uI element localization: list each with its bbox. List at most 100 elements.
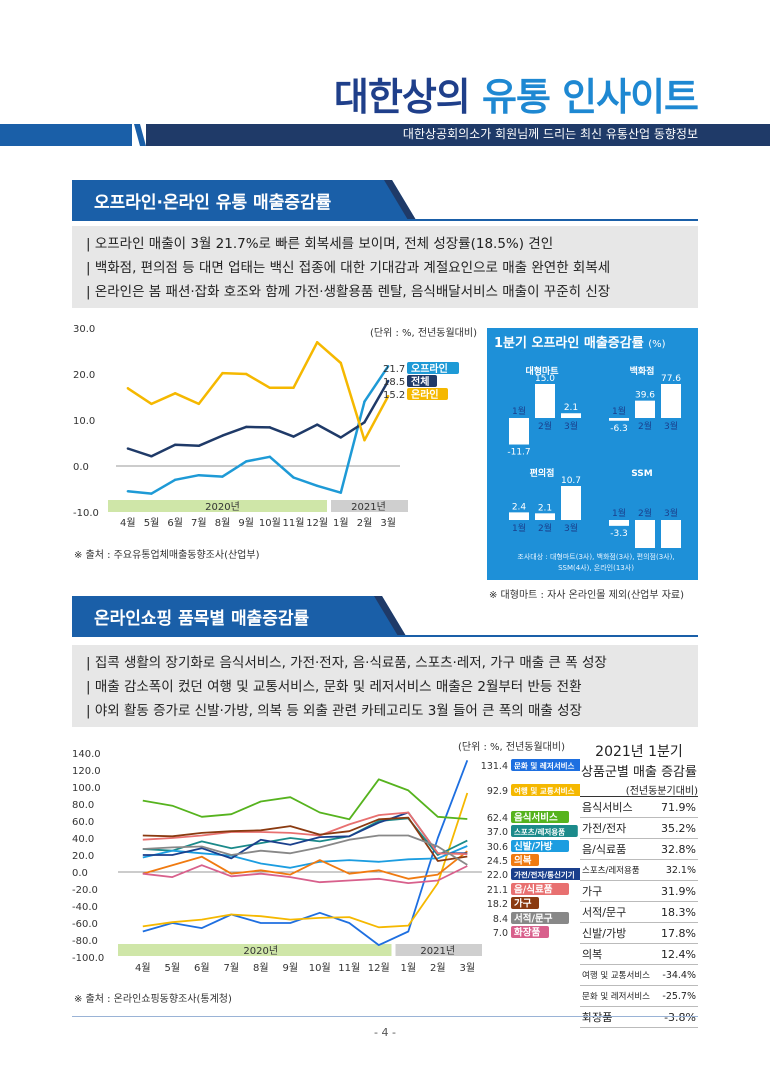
y-tick-label: 100.0 [72,783,101,794]
data-point [268,386,272,389]
legend-badge [511,784,580,796]
legend-badge [511,897,539,909]
legend-badge [511,854,539,866]
bar-month-label: 2월 [638,507,652,519]
y-tick-label: 20.0 [72,851,94,862]
table-row: 가구 31.9% [580,880,698,902]
legend-label: 가구 [514,898,532,910]
x-tick-label: 2월 [357,517,373,529]
legend-badge [511,883,569,895]
legend-badge [407,388,448,400]
legend-badge [407,375,437,387]
data-point [173,478,177,481]
legend-label: 신발/가방 [514,841,553,853]
y-tick-label: 60.0 [72,817,94,828]
bar-SSM [635,520,655,548]
category-name: 서적/문구 [580,901,657,923]
bar-value-label: -3.3 [610,529,628,539]
header-banner [0,124,770,146]
data-point [339,361,343,365]
bar-편의점 [535,513,555,520]
section2-summary: | 집콕 생활의 장기화로 음식서비스, 가전·전자, 음·식료품, 스포츠·레… [72,645,698,727]
category-growth-value: 12.4% [656,943,698,965]
legend-badge [511,825,578,837]
summary-line: | 매출 감소폭이 컸던 여행 및 교통서비스, 문화 및 레저서비스 매출은 … [86,679,582,695]
x-tick-label: 9월 [238,517,254,529]
legend-badge [511,840,569,852]
bar-SSM [661,520,681,548]
category-growth-value: 32.8% [656,838,698,860]
end-value-label: 62.4 [487,813,508,824]
end-value-label: 30.6 [487,842,508,853]
legend-badge [511,912,569,924]
series-line-신발-가방 [142,845,468,869]
bar-대형마트 [561,413,581,418]
legend-badge [511,926,549,938]
summary-line: | 백화점, 편의점 등 대면 업태는 백신 접종에 대한 기대감과 계절요인으… [86,260,611,276]
section2-title: 온라인쇼핑 품목별 매출증감률 [94,609,310,629]
y-tick-label: 0.0 [72,868,88,879]
page-number: - 4 - [374,1026,396,1039]
x-tick-label: 10월 [309,962,331,974]
bar-month-label: 1월 [612,507,626,519]
bar-value-label: 10.7 [561,476,581,486]
end-value-label: 8.4 [493,914,508,925]
year-band-2020 [108,500,327,512]
series-line-오프라인 [127,365,390,495]
x-tick-label: 4월 [120,517,136,529]
bar-month-label: 3월 [664,420,678,432]
x-tick-label: 2월 [430,962,446,974]
bar-value-label: 39.6 [635,391,655,401]
panel-title: 대형마트 [525,365,559,377]
data-point [315,484,319,487]
legend-label: 서적/문구 [514,913,553,925]
legend-label: 오프라인 [411,362,448,375]
y-tick-label: 30.0 [73,324,95,335]
table-row: 의복 12.4% [580,943,698,965]
category-name: 가전/전자 [580,817,657,839]
bar-백화점 [661,384,681,418]
x-tick-label: 5월 [164,962,180,974]
series-line-가구 [142,816,468,862]
table-row: 화장품 -3.8% [580,1006,698,1028]
series-line-여행-및-교통서비스 [142,792,469,929]
category-name: 가구 [580,880,657,902]
summary-line: | 온라인은 봄 패션·잡화 호조와 함께 가전·생활용품 렌탈, 음식배달서비… [86,284,611,300]
data-point [386,364,390,368]
y-tick-label: -10.0 [73,508,99,519]
section2-tab [72,596,406,636]
y-tick-label: -40.0 [72,902,98,913]
data-point [363,421,366,424]
x-tick-label: 4월 [135,962,151,974]
inset-survey-note: 조사대상 : 대형마트(3사), 백화점(3사), 편의점(3사), SSM(4… [517,553,675,572]
bar-편의점 [509,512,529,520]
table-row: 스포츠/레저용품 32.1% [580,859,698,881]
legend-badge [511,868,580,880]
x-tick-label: 6월 [194,962,210,974]
y-tick-label: 0.0 [73,462,89,473]
table-row: 서적/문구 18.3% [580,901,698,923]
table-row: 가전/전자 35.2% [580,817,698,839]
x-tick-label: 8월 [253,962,269,974]
end-value-label: 21.1 [487,885,508,896]
x-tick-label: 12월 [368,962,390,974]
y-tick-label: 140.0 [72,749,101,760]
legend-label: 음/식료품 [514,884,553,896]
x-tick-label: 10월 [259,517,281,529]
bar-month-label: 2월 [538,420,552,432]
data-point [221,371,224,375]
x-tick-label: 3월 [380,517,396,529]
inset-footnote: ※ 대형마트 : 자사 온라인몰 제외(산업부 자료) [489,590,685,601]
x-tick-label: 6월 [167,517,183,529]
bar-value-label: 2.1 [564,403,578,413]
end-value-label: 37.0 [487,827,508,838]
data-point [339,436,343,439]
data-point [173,392,177,395]
y-tick-label: -60.0 [72,919,98,930]
legend-label: 화장품 [514,927,540,939]
legend-label: 전체 [411,375,429,388]
data-point [386,394,390,398]
section2-underline [72,635,698,637]
data-point [292,386,295,389]
data-point [268,426,272,429]
